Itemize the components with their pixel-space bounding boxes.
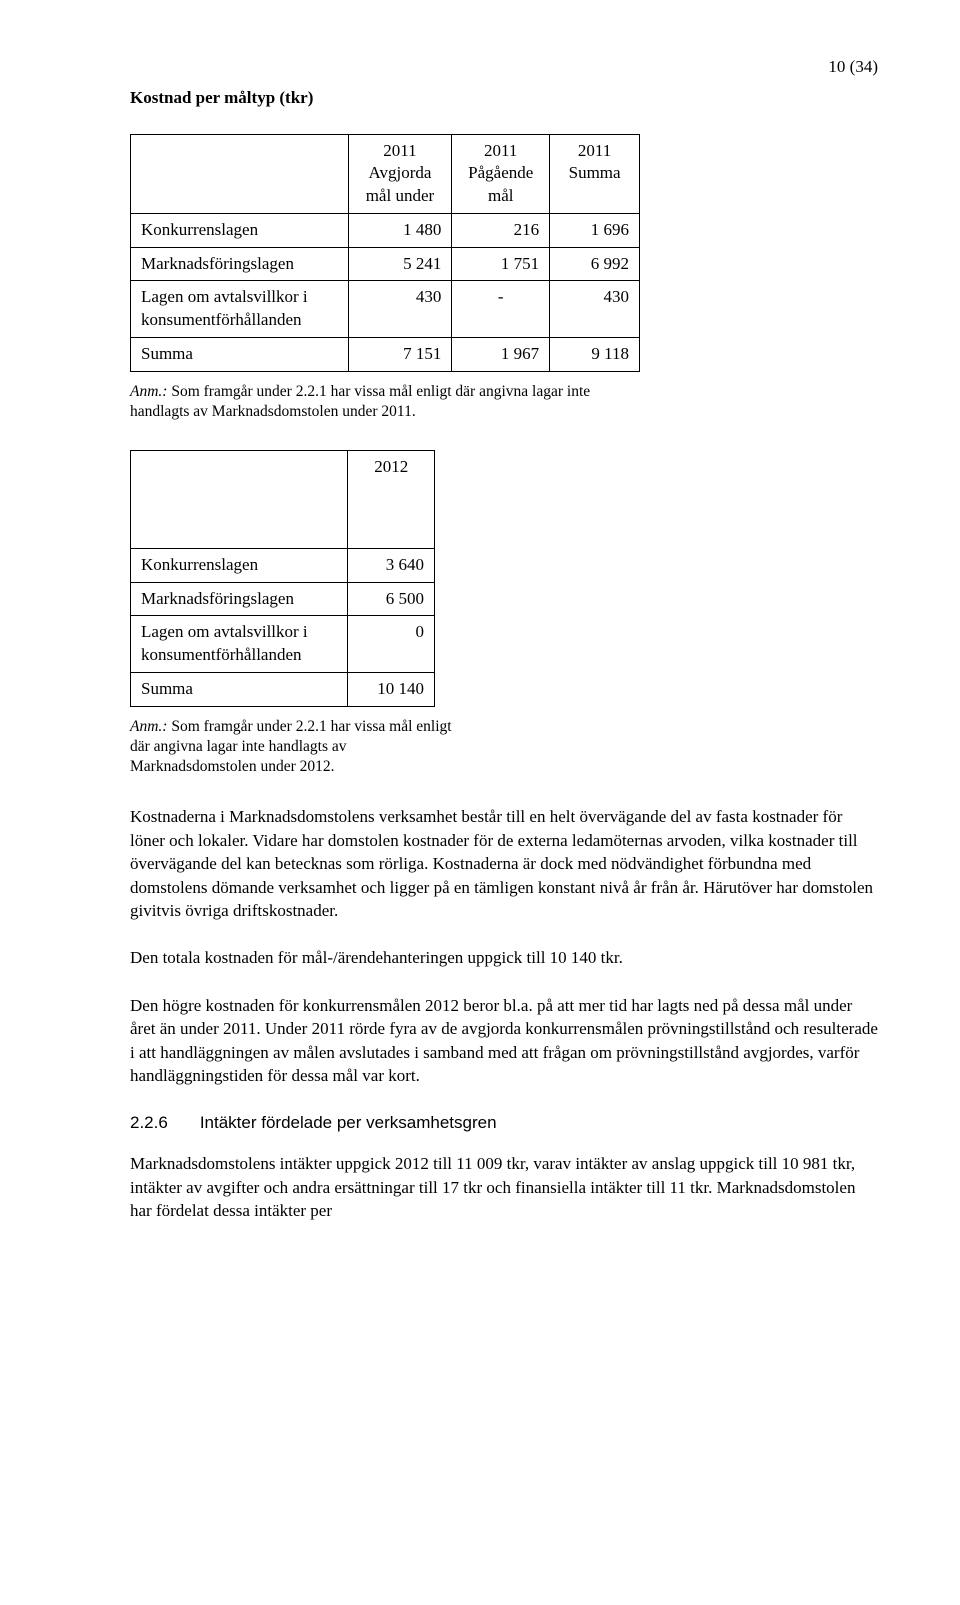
table-cell: 6 992 xyxy=(550,247,640,281)
table-header-blank xyxy=(131,450,348,548)
table-header-col1: 2011 Avgjorda mål under xyxy=(348,134,452,213)
table-row-label: Konkurrenslagen xyxy=(131,213,349,247)
table-cell: 430 xyxy=(550,281,640,338)
table-header-col1: 2012 xyxy=(348,450,435,548)
paragraph-4: Marknadsdomstolens intäkter uppgick 2012… xyxy=(130,1152,878,1222)
table-cell: 1 480 xyxy=(348,213,452,247)
paragraph-1: Kostnaderna i Marknadsdomstolens verksam… xyxy=(130,805,878,922)
table-cell: 1 696 xyxy=(550,213,640,247)
paragraph-3: Den högre kostnaden för konkurrensmålen … xyxy=(130,994,878,1088)
cost-table-2012: 2012 Konkurrenslagen 3 640 Marknadsförin… xyxy=(130,450,435,707)
caption-text: Som framgår under 2.2.1 har vissa mål en… xyxy=(130,383,590,420)
table-cell: 10 140 xyxy=(348,673,435,707)
table-row-label: Lagen om avtalsvillkor i konsumentförhål… xyxy=(131,281,349,338)
section-number: 2.2.6 xyxy=(130,1112,168,1135)
table-cell: 216 xyxy=(452,213,550,247)
table-header-blank xyxy=(131,134,349,213)
table-header-col3: 2011 Summa xyxy=(550,134,640,213)
caption-text: Som framgår under 2.2.1 har vissa mål en… xyxy=(130,718,452,775)
table2-caption: Anm.: Som framgår under 2.2.1 har vissa … xyxy=(130,717,460,777)
table-cell: 9 118 xyxy=(550,337,640,371)
table-cell: 6 500 xyxy=(348,582,435,616)
table-cell: 430 xyxy=(348,281,452,338)
table-cell: - xyxy=(452,281,550,338)
caption-anm: Anm.: xyxy=(130,383,167,400)
page-heading: Kostnad per måltyp (tkr) xyxy=(130,87,878,110)
table-cell: 3 640 xyxy=(348,548,435,582)
table-row-label: Summa xyxy=(131,673,348,707)
page-number: 10 (34) xyxy=(130,56,878,79)
section-title: Intäkter fördelade per verksamhetsgren xyxy=(200,1112,497,1135)
paragraph-2: Den totala kostnaden för mål-/ärendehant… xyxy=(130,946,878,969)
section-heading: 2.2.6 Intäkter fördelade per verksamhets… xyxy=(130,1112,878,1135)
table-row-label: Marknadsföringslagen xyxy=(131,247,349,281)
table-header-col2: 2011 Pågående mål xyxy=(452,134,550,213)
table-cell: 1 751 xyxy=(452,247,550,281)
table-cell: 5 241 xyxy=(348,247,452,281)
caption-anm: Anm.: xyxy=(130,718,167,735)
table-row-label: Summa xyxy=(131,337,349,371)
cost-table-2011: 2011 Avgjorda mål under 2011 Pågående må… xyxy=(130,134,640,372)
table-cell: 0 xyxy=(348,616,435,673)
table1-caption: Anm.: Som framgår under 2.2.1 har vissa … xyxy=(130,382,640,422)
table-cell: 7 151 xyxy=(348,337,452,371)
table-row-label: Konkurrenslagen xyxy=(131,548,348,582)
table-row-label: Marknadsföringslagen xyxy=(131,582,348,616)
table-row-label: Lagen om avtalsvillkor i konsumentförhål… xyxy=(131,616,348,673)
table-cell: 1 967 xyxy=(452,337,550,371)
